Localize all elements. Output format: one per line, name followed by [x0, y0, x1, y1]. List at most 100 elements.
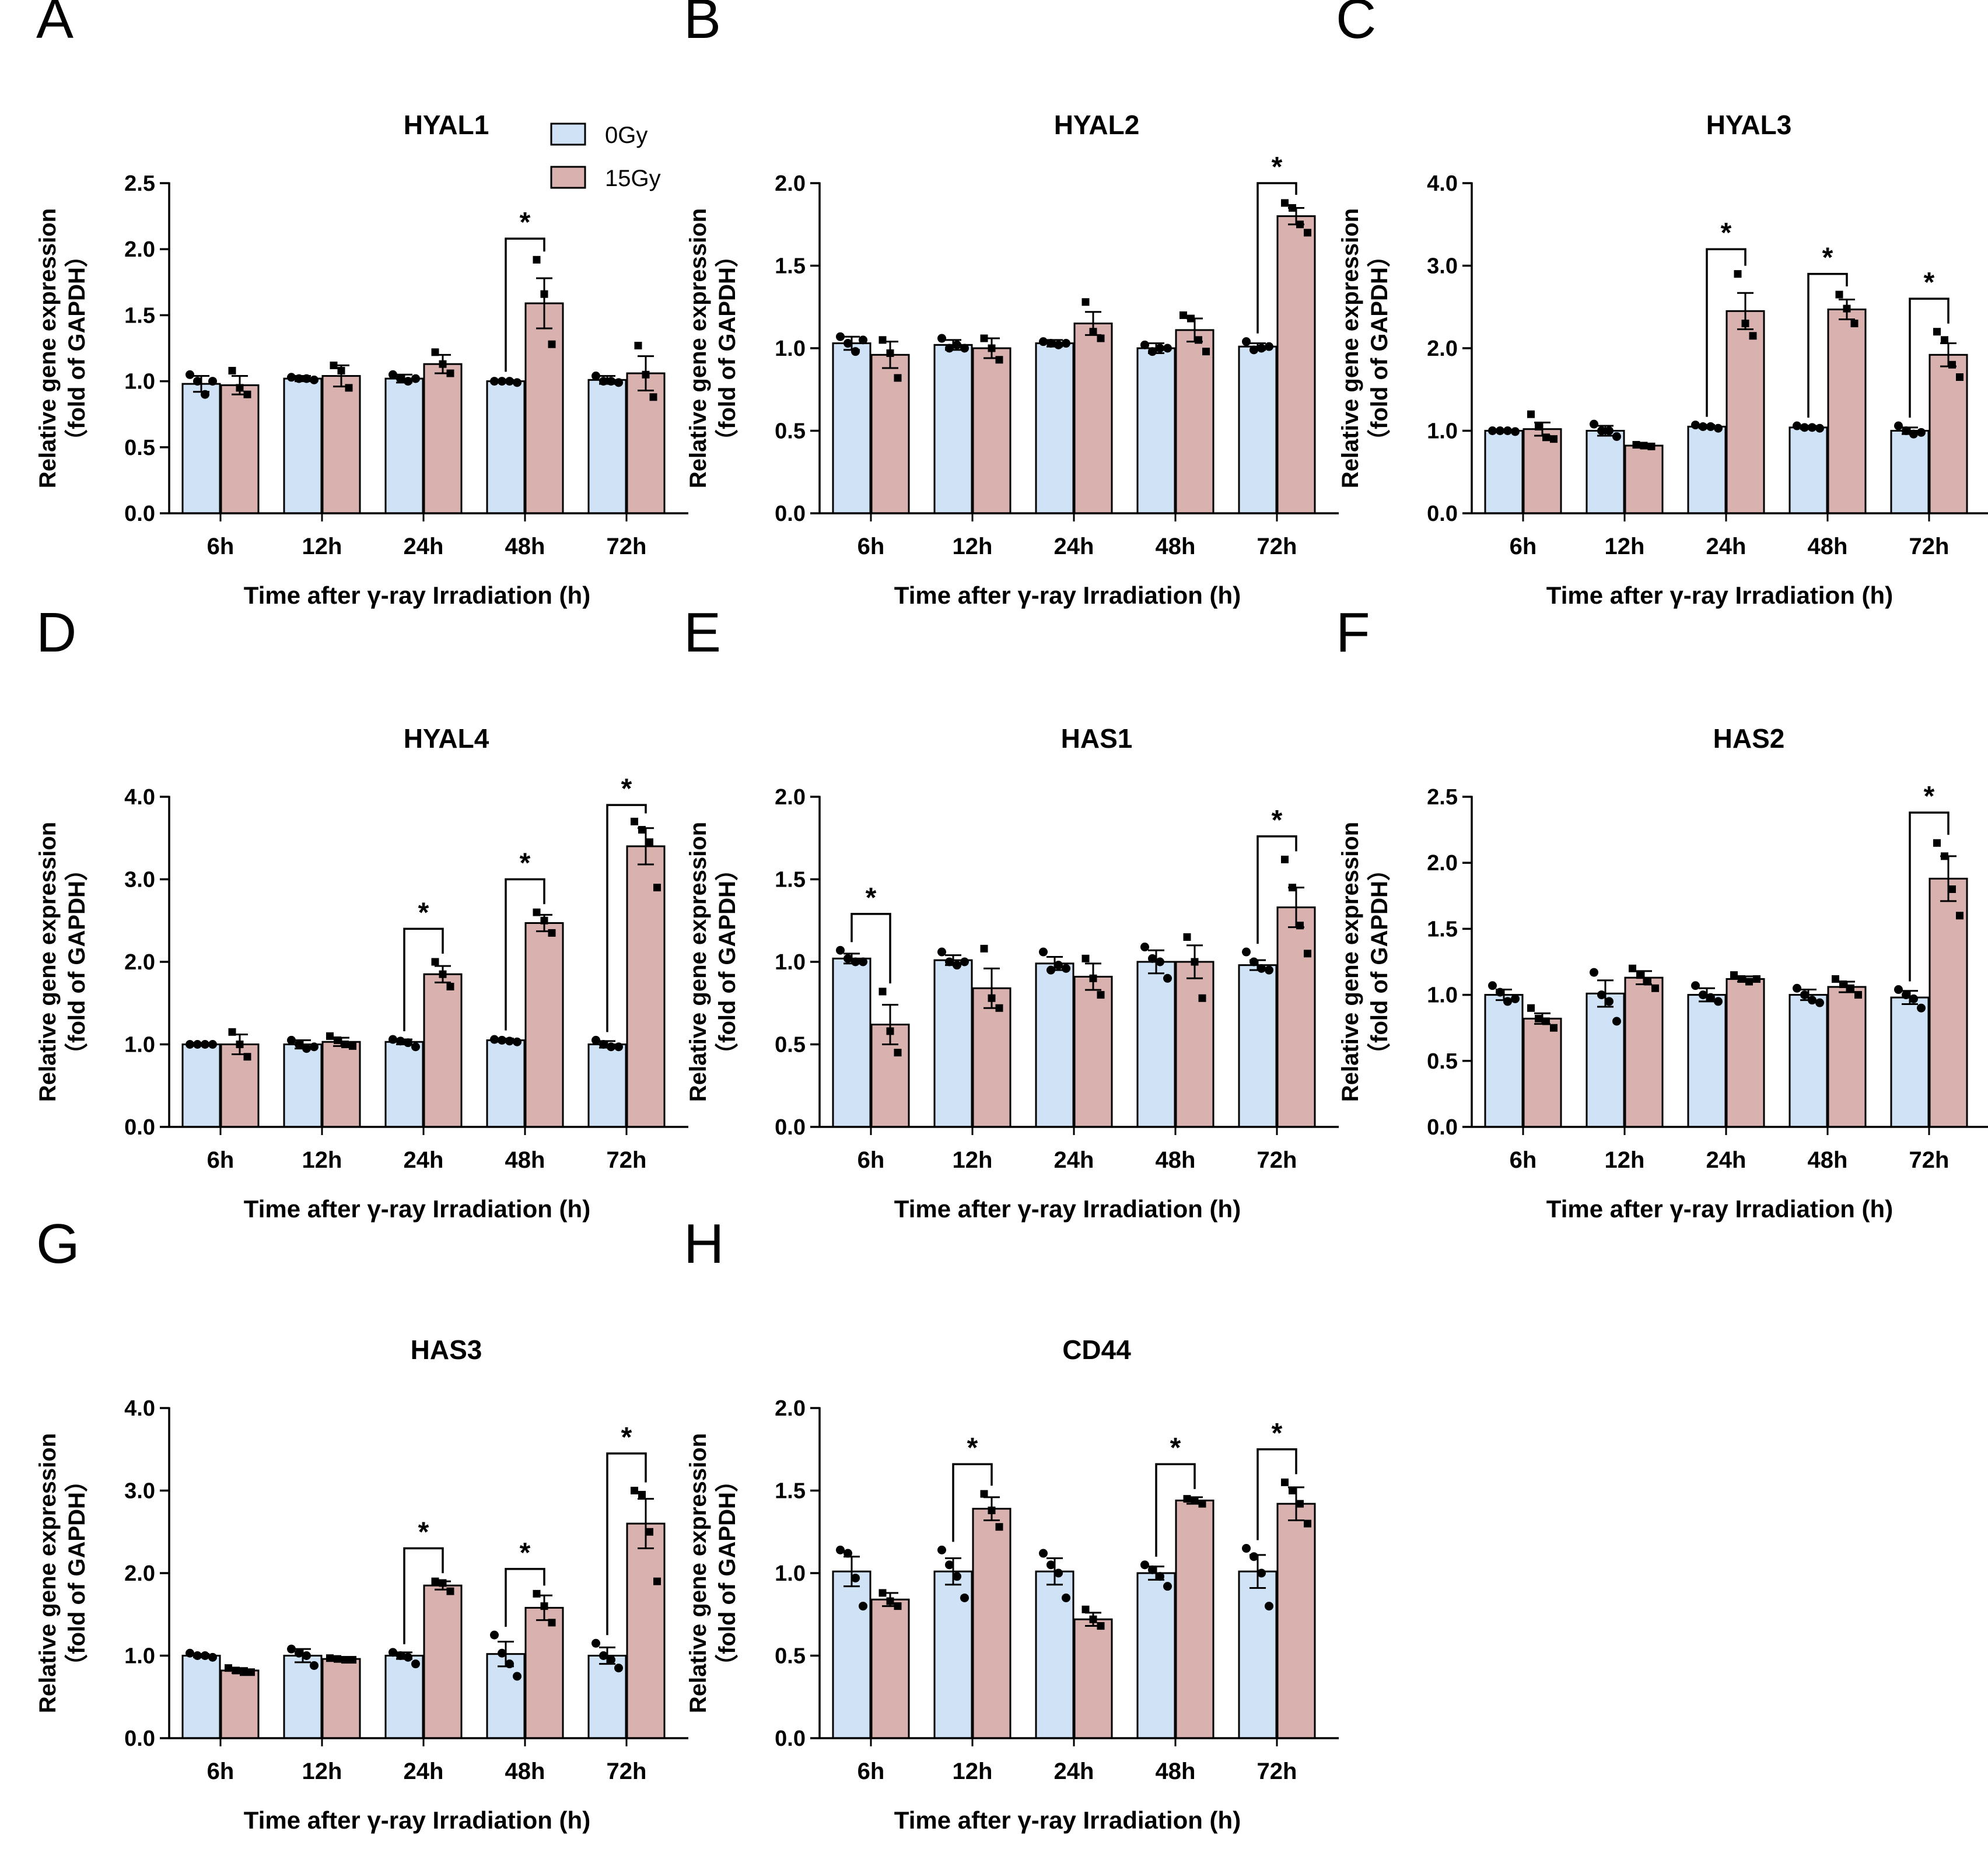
panel-letter: H	[684, 1213, 724, 1275]
chart-title: HAS3	[411, 1335, 482, 1365]
x-tick-label: 6h	[1510, 1147, 1537, 1173]
y-tick-label: 2.5	[124, 171, 155, 196]
y-tick-label: 1.0	[124, 1033, 155, 1057]
bar-0gy-6h	[832, 342, 872, 514]
panel-letter: G	[36, 1213, 80, 1275]
bar-15gy-24h	[423, 1584, 463, 1739]
significance-star: *	[866, 883, 877, 913]
data-point	[186, 370, 194, 379]
data-point	[592, 1638, 600, 1648]
bar-0gy-6h	[832, 957, 872, 1128]
data-point	[859, 1602, 867, 1611]
data-point	[1250, 957, 1258, 966]
data-point	[649, 393, 657, 401]
y-tick-label: 0.0	[124, 502, 155, 526]
bar-0gy-72h	[1238, 345, 1278, 514]
data-point	[1800, 990, 1809, 1000]
data-point	[1808, 423, 1817, 432]
data-point	[1753, 975, 1760, 983]
bar-0gy-6h	[832, 1570, 872, 1739]
data-point	[995, 356, 1003, 364]
significance-star: *	[1272, 1418, 1283, 1449]
data-point	[1183, 933, 1191, 941]
y-tick-label: 3.0	[1427, 254, 1458, 279]
data-point	[1265, 342, 1273, 351]
y-tick-label: 2.0	[124, 1561, 155, 1586]
data-point	[1714, 423, 1723, 433]
data-point	[1488, 426, 1497, 435]
data-point	[446, 369, 454, 377]
bar-15gy-24h	[1073, 1618, 1113, 1739]
data-point	[1933, 839, 1941, 847]
data-point	[886, 349, 894, 357]
data-point	[844, 954, 852, 963]
data-point	[646, 1528, 653, 1536]
x-tick-label: 72h	[1909, 1147, 1950, 1173]
data-point	[1281, 856, 1289, 864]
panel-c: C HYAL3 Relative gene expression （fold of G…	[1336, 0, 1988, 609]
y-axis-label: Relative gene expression	[35, 822, 61, 1102]
bar-15gy-6h	[220, 384, 260, 514]
data-point	[1714, 997, 1723, 1006]
bar-15gy-24h	[1726, 978, 1765, 1128]
data-point	[404, 1652, 412, 1662]
y-tick-label: 1.5	[775, 868, 806, 892]
data-point	[646, 838, 653, 846]
x-tick-label: 12h	[953, 534, 993, 559]
bar-15gy-72h	[1276, 906, 1316, 1128]
data-point	[945, 957, 954, 966]
data-point	[960, 344, 969, 353]
data-point	[886, 1027, 894, 1035]
y-tick-label: 3.0	[124, 868, 155, 892]
data-point	[193, 377, 202, 386]
x-tick-label: 12h	[953, 1759, 993, 1784]
data-point	[1511, 994, 1520, 1003]
significance-bracket	[1909, 811, 1950, 982]
y-tick-label: 4.0	[1427, 171, 1458, 196]
bar-0gy-12h	[283, 377, 323, 514]
data-point	[894, 1049, 902, 1057]
y-axis-label-unit: （fold of GAPDH）	[64, 857, 90, 1066]
panel-a: A HYAL1 Relative gene expression （fold of G…	[35, 0, 688, 609]
bar-0gy-48h	[1136, 961, 1176, 1128]
bar-0gy-48h	[1136, 347, 1176, 514]
data-point	[1198, 1500, 1206, 1508]
data-point	[295, 1648, 303, 1658]
y-tick-label: 3.0	[124, 1479, 155, 1504]
significance-bracket	[1706, 248, 1746, 417]
data-point	[1039, 1549, 1048, 1558]
data-point	[1800, 423, 1809, 432]
data-point	[1082, 1605, 1090, 1613]
data-point	[295, 1040, 303, 1049]
data-point	[995, 1004, 1003, 1012]
data-point	[599, 377, 608, 386]
data-point	[894, 1602, 902, 1610]
x-tick-label: 72h	[607, 1147, 647, 1173]
data-point	[1046, 965, 1055, 975]
bar-0gy-24h	[384, 377, 424, 514]
data-point	[302, 1651, 311, 1660]
x-tick-label: 48h	[1156, 1759, 1196, 1784]
y-tick-label: 0.5	[775, 1033, 806, 1057]
data-point	[1597, 426, 1606, 435]
significance-bracket	[403, 927, 444, 1032]
data-point	[411, 374, 420, 383]
data-point	[1793, 983, 1801, 993]
data-point	[836, 1545, 845, 1554]
significance-bracket	[952, 1463, 993, 1542]
y-axis-label: Relative gene expression	[1338, 822, 1363, 1102]
data-point	[287, 373, 296, 382]
bar-0gy-48h	[486, 380, 526, 514]
bar-0gy-12h	[933, 344, 973, 514]
bar-15gy-48h	[1175, 961, 1214, 1128]
x-tick-label: 48h	[1808, 534, 1848, 559]
data-point	[614, 1664, 623, 1673]
y-tick-label: 1.0	[1427, 419, 1458, 444]
error-bar-15gy-72h	[638, 1498, 654, 1550]
bar-15gy-48h	[524, 302, 564, 514]
bar-15gy-24h	[1726, 310, 1765, 514]
data-point	[1749, 332, 1757, 340]
significance-star: *	[1924, 781, 1935, 812]
data-point	[1496, 987, 1504, 997]
data-point	[1191, 958, 1199, 966]
